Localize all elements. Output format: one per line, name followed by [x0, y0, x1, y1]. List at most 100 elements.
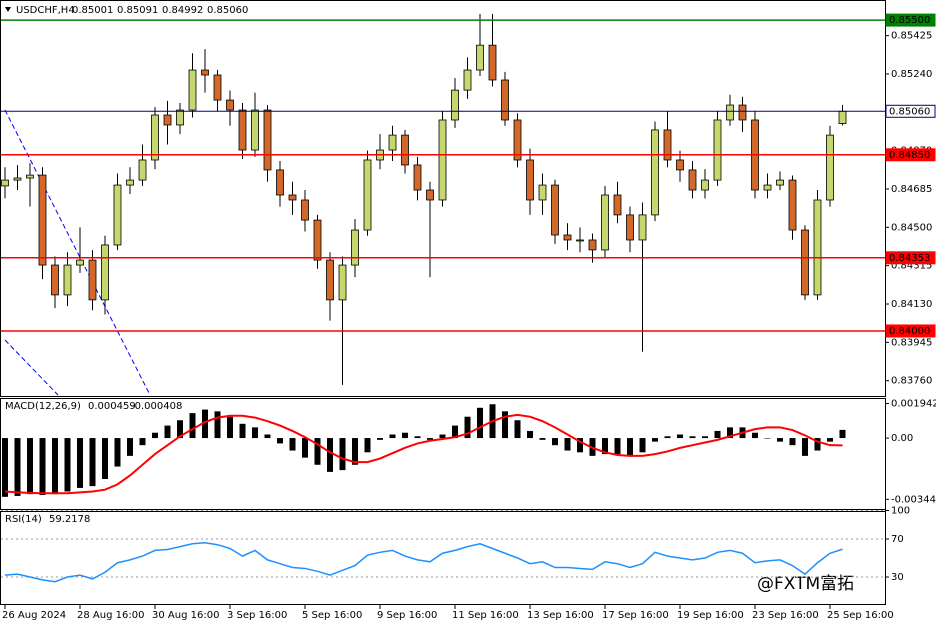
candle-body — [451, 89, 459, 121]
candle-body — [363, 159, 372, 231]
candle-body — [763, 184, 772, 191]
level-box — [885, 148, 936, 162]
watermark: @FXTM富拓 — [757, 574, 854, 594]
candle-body — [413, 164, 422, 191]
candle-body — [151, 114, 159, 161]
x-tick-label: 13 Sep 16:00 — [527, 610, 594, 621]
candle-body — [201, 69, 209, 76]
candle-body — [301, 199, 309, 221]
candle-body — [188, 69, 197, 111]
macd-bar — [777, 438, 783, 442]
macd-bar — [77, 438, 83, 488]
macd-bar — [302, 438, 308, 458]
y-tick-label: 0.83945 — [891, 337, 932, 348]
y-tick-label: 0.83760 — [891, 376, 932, 387]
macd-bar — [727, 427, 733, 439]
x-tick-label: 26 Aug 2024 — [2, 610, 66, 621]
candle-body — [776, 179, 784, 186]
macd-bar — [252, 427, 258, 439]
candle-body — [138, 159, 147, 181]
candle-body — [526, 159, 534, 201]
macd-bar — [202, 409, 208, 439]
candle-body — [13, 177, 22, 181]
candle-body — [638, 214, 647, 241]
rsi-pane — [0, 511, 886, 605]
x-tick-label: 30 Aug 16:00 — [152, 610, 219, 621]
candle-body — [226, 99, 234, 111]
candle-body — [563, 234, 572, 241]
chart-title: USDCHF,H4 — [16, 5, 75, 16]
ohlc-value: 0.85091 — [117, 5, 158, 16]
macd-bar — [364, 438, 371, 453]
level-box — [885, 324, 936, 338]
macd-bar — [377, 438, 383, 440]
candle-body — [288, 194, 297, 201]
candle-body — [688, 169, 697, 191]
candle-body — [176, 109, 184, 126]
macd-bar — [239, 423, 246, 439]
y-tick-label: 0.84315 — [891, 261, 932, 272]
ohlc-value: 0.85001 — [72, 5, 113, 16]
macd-bar — [264, 434, 271, 439]
candle-body — [263, 109, 272, 171]
y-tick-label: 30 — [891, 572, 904, 583]
x-tick-label: 17 Sep 16:00 — [602, 610, 669, 621]
candle-body — [426, 189, 434, 201]
macd-bar — [139, 438, 146, 446]
y-tick-label: 0.85240 — [891, 69, 932, 80]
macd-bar — [52, 438, 58, 495]
candle-body — [238, 109, 247, 151]
x-tick-label: 5 Sep 16:00 — [302, 610, 362, 621]
macd-bar — [102, 438, 108, 480]
candle-body — [26, 174, 34, 179]
candle-body — [251, 109, 259, 151]
y-tick-label: 0.84500 — [891, 222, 932, 233]
x-tick-label: 28 Aug 16:00 — [77, 610, 144, 621]
candle-body — [276, 169, 284, 196]
candle-body — [576, 239, 584, 242]
macd-bar — [652, 438, 658, 442]
macd-bar — [614, 438, 621, 455]
candle-body — [501, 79, 509, 121]
candle-body — [401, 134, 409, 166]
macd-bar — [39, 438, 46, 496]
macd-bar — [639, 438, 646, 453]
candle-body — [663, 129, 672, 161]
candle-body — [788, 179, 797, 231]
x-tick-label: 23 Sep 16:00 — [752, 610, 819, 621]
candle-body — [613, 194, 622, 216]
candle-body — [1, 179, 9, 187]
candle-body — [101, 244, 109, 301]
level-box — [885, 13, 936, 27]
macd-bar — [352, 438, 358, 465]
y-tick-label: 0.84130 — [891, 299, 932, 310]
candle-body — [813, 199, 822, 296]
macd-bar — [552, 438, 558, 446]
ohlc-value: 0.84992 — [162, 5, 203, 16]
macd-bar — [127, 438, 133, 456]
candle-body — [513, 119, 522, 161]
level-label: 0.85060 — [889, 106, 930, 117]
macd-bar — [152, 432, 158, 439]
macd-bar — [402, 432, 408, 439]
macd-bar — [164, 425, 171, 439]
candle-body — [838, 110, 847, 124]
macd-bar — [177, 420, 183, 439]
trend-line — [4, 109, 151, 396]
x-tick-label: 11 Sep 16:00 — [452, 610, 519, 621]
y-tick-label: 100 — [891, 506, 910, 517]
x-tick-label: 9 Sep 16:00 — [377, 610, 437, 621]
macd-bar — [789, 438, 796, 446]
y-tick-label: 0.85425 — [891, 31, 932, 42]
macd-bar — [227, 416, 233, 439]
candle-body — [476, 44, 484, 71]
candle-body — [588, 239, 597, 251]
level-label: 0.84353 — [889, 253, 930, 264]
candle-body — [38, 174, 47, 266]
candle-body — [388, 134, 397, 151]
macd-bar — [702, 436, 708, 439]
x-tick-label: 3 Sep 16:00 — [227, 610, 287, 621]
